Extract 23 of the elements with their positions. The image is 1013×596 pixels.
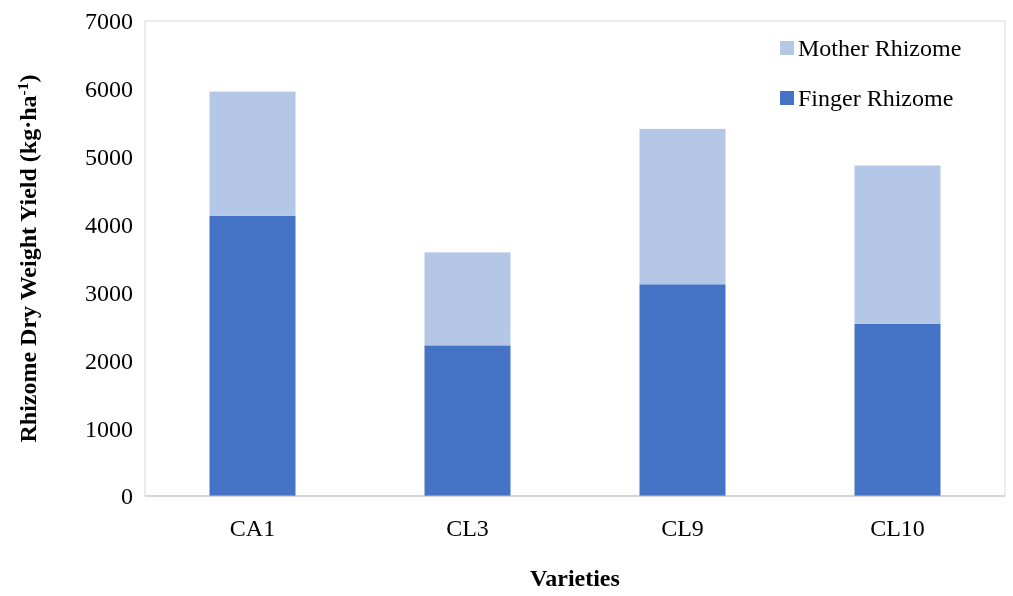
y-tick-label: 4000: [85, 211, 133, 238]
bar: [209, 91, 296, 216]
x-tick-label: CL9: [661, 515, 704, 541]
bar: [854, 165, 941, 324]
y-tick-label: 7000: [85, 8, 133, 35]
y-tick-label: 3000: [85, 279, 133, 306]
bar: [639, 284, 726, 496]
y-tick-label: 0: [121, 483, 133, 510]
legend-label: Finger Rhizome: [798, 85, 954, 112]
x-axis-title: Varieties: [530, 565, 620, 591]
bar: [639, 128, 726, 285]
bar: [854, 323, 941, 496]
y-tick-label: 6000: [85, 76, 133, 103]
legend-label: Mother Rhizome: [798, 35, 962, 62]
bar: [424, 252, 511, 346]
bar: [424, 345, 511, 496]
y-tick-label: 1000: [85, 415, 133, 442]
bar: [209, 215, 296, 496]
x-tick-label: CL10: [870, 515, 925, 541]
x-tick-label: CL3: [446, 515, 489, 541]
y-tick-label: 2000: [85, 347, 133, 374]
y-tick-label: 5000: [85, 144, 133, 171]
x-tick-label: CA1: [229, 515, 276, 541]
